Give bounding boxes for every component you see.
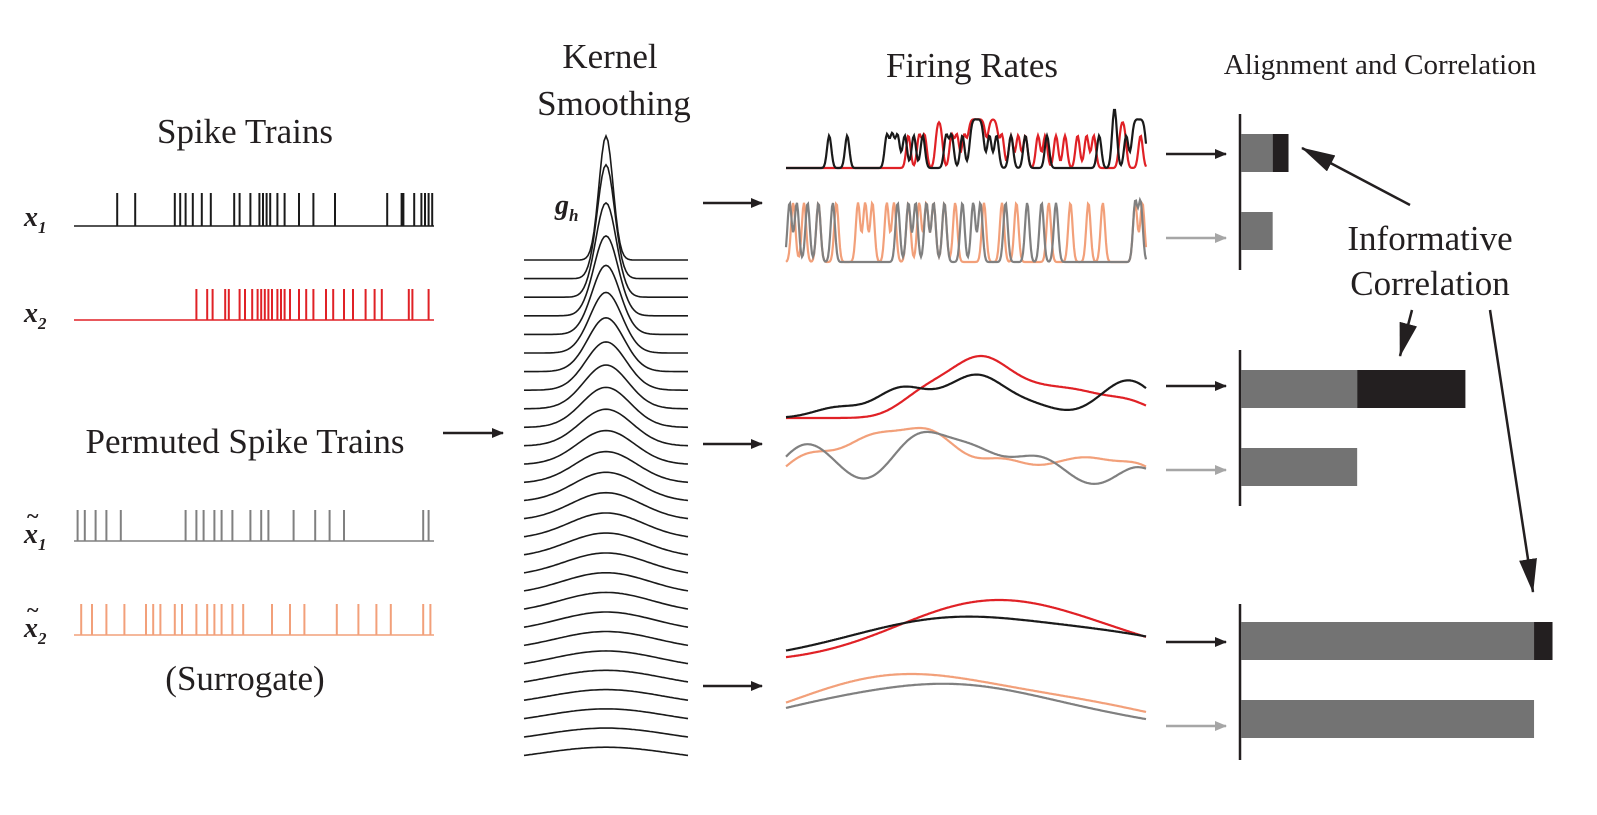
kernel-curve [523,708,689,720]
x1-surrogate-label: x1 [23,519,47,554]
kernel-curve [523,727,689,738]
kernel-curve [523,386,689,429]
bar-surrogate [1241,448,1358,486]
kernel-curve [523,364,689,410]
rate-curve-x2 [786,354,1147,420]
kernel-title-line2: Smoothing [537,84,691,123]
kernel-curve-stack [523,133,689,757]
x2-tilde: ~ [27,597,39,622]
spike-train-x1 [74,193,434,227]
kernel-curve [523,408,689,447]
rate-curve-surrogate-a [785,430,1147,486]
kernel-curve [524,201,688,298]
annotation-arrow-wide [1488,309,1537,593]
firing-rates-title: Firing Rates [886,46,1058,85]
spike-train-x2-surrogate [74,604,434,636]
kernel-curve [523,746,689,757]
spike-trains-title: Spike Trains [157,112,333,151]
kernel-curve [523,429,689,465]
rate-curve-surrogate-a [785,682,1147,721]
bar-original-baseline [1241,370,1358,408]
rate-curve-surrogate-a [784,196,1148,264]
kernel-curve [523,688,689,701]
annotation-arrow-medium [1398,309,1418,357]
kernel-panel: Kernel Smoothing gh [523,37,691,757]
kernel-curve [524,316,688,373]
rate-curve-x1 [785,373,1147,419]
firing-rate-curves [784,108,1148,721]
correlation-panel: Alignment and Correlation Informative Co… [1224,49,1553,760]
rate-curve-x1 [786,108,1148,170]
bar-surrogate [1241,700,1535,738]
rate-curve-surrogate-b [785,672,1147,714]
kernel-curve [523,611,689,628]
x2-label: x2 [23,298,47,333]
x1-tilde: ~ [27,503,39,528]
kernel-curve [523,532,689,556]
kernel-curve [523,491,689,520]
surrogate-label: (Surrogate) [165,659,324,698]
rate-curve-surrogate-b [785,426,1147,468]
kernel-curve [523,591,689,610]
kernel-curve [523,669,689,683]
kernel-curve [523,471,689,502]
correlation-title: Alignment and Correlation [1224,49,1537,81]
spike-train-x2 [74,289,434,321]
kernel-curve [523,630,689,647]
annotation-line2: Correlation [1350,264,1509,303]
kernel-curve [524,264,688,336]
spike-trains-panel: Spike Trains x1 x2 Permuted Spike Trains… [23,112,434,698]
kernel-curve [524,133,688,261]
annotation-line1: Informative [1347,219,1512,258]
kernel-curve [523,450,689,484]
permuted-title: Permuted Spike Trains [86,422,405,461]
x2-surrogate-label: x2 [23,613,47,648]
kernel-title-line1: Kernel [562,37,658,76]
annotation-arrow-narrow [1301,146,1411,207]
kernel-curve [524,291,688,354]
kernel-curve [523,552,689,574]
kernel-curve [524,234,688,317]
spike-train-x1-surrogate [74,510,434,542]
rate-curve-x2 [785,598,1147,659]
correlation-bars [1238,114,1553,760]
bar-informative-part [1357,370,1466,408]
kernel-curve [523,572,689,592]
bar-informative-part [1534,622,1553,660]
bar-original-baseline [1241,622,1535,660]
kernel-curve [524,163,688,280]
bar-surrogate [1241,212,1273,250]
rate-curve-x1 [785,615,1147,652]
x1-label: x1 [23,202,47,237]
bar-informative-part [1272,134,1289,172]
kernel-curve [524,341,688,391]
kernel-label: gh [554,190,578,225]
bar-original-baseline [1241,134,1273,172]
kernel-curve [523,650,689,665]
rate-curve-x2 [786,118,1148,170]
kernel-curve [523,512,689,538]
firing-rates-panel: Firing Rates [784,46,1148,721]
